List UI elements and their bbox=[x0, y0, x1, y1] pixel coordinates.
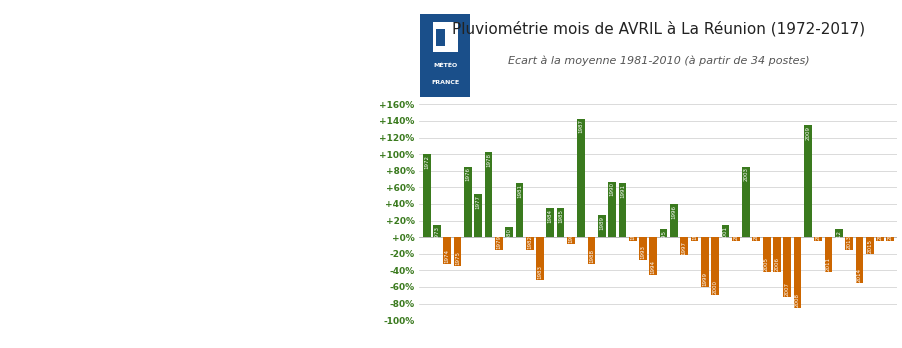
Bar bbox=[752, 237, 760, 241]
Bar bbox=[680, 237, 688, 255]
Bar bbox=[887, 237, 894, 241]
Bar bbox=[629, 237, 637, 241]
Bar bbox=[454, 237, 462, 266]
Text: 1974: 1974 bbox=[445, 249, 450, 263]
Text: 2001: 2001 bbox=[723, 226, 728, 239]
Text: Ecart à la moyenne 1981-2010 (à partir de 34 postes): Ecart à la moyenne 1981-2010 (à partir d… bbox=[508, 56, 809, 66]
Text: 1997: 1997 bbox=[682, 240, 686, 255]
Text: MÉTÉO: MÉTÉO bbox=[433, 63, 457, 68]
Bar bbox=[464, 167, 472, 237]
Text: 1984: 1984 bbox=[548, 209, 553, 223]
Bar bbox=[557, 208, 565, 237]
Text: 2005: 2005 bbox=[764, 257, 769, 271]
Text: 1987: 1987 bbox=[579, 119, 584, 133]
Text: 2006: 2006 bbox=[775, 257, 779, 271]
Bar bbox=[835, 229, 842, 237]
Text: 1979: 1979 bbox=[496, 235, 502, 249]
Bar bbox=[608, 182, 616, 237]
Bar bbox=[505, 227, 513, 237]
Bar bbox=[619, 183, 626, 237]
Text: 1976: 1976 bbox=[465, 167, 470, 181]
Text: FRANCE: FRANCE bbox=[431, 80, 459, 85]
Text: 2003: 2003 bbox=[743, 167, 749, 181]
Text: 1993: 1993 bbox=[640, 245, 646, 259]
Bar bbox=[876, 237, 884, 241]
Bar bbox=[742, 167, 750, 237]
Bar bbox=[516, 183, 523, 237]
Text: 2010: 2010 bbox=[815, 227, 821, 240]
Text: 1998: 1998 bbox=[692, 227, 697, 240]
Text: 2012: 2012 bbox=[836, 230, 842, 244]
Text: 2013: 2013 bbox=[847, 235, 851, 249]
Bar bbox=[484, 152, 492, 237]
Text: 1999: 1999 bbox=[703, 272, 707, 286]
Bar bbox=[587, 237, 595, 264]
Text: 2014: 2014 bbox=[857, 268, 862, 282]
Text: 1991: 1991 bbox=[620, 184, 625, 198]
Text: 2004: 2004 bbox=[754, 227, 759, 240]
Text: 1981: 1981 bbox=[517, 184, 522, 198]
Text: 1986: 1986 bbox=[568, 229, 574, 243]
Bar bbox=[712, 237, 719, 295]
Bar bbox=[567, 237, 575, 244]
Bar bbox=[433, 225, 441, 237]
Text: 2015: 2015 bbox=[867, 239, 872, 253]
Text: 1992: 1992 bbox=[630, 227, 635, 240]
Text: 1983: 1983 bbox=[538, 266, 542, 279]
Text: 1995: 1995 bbox=[661, 230, 666, 244]
Text: 1988: 1988 bbox=[589, 249, 594, 263]
Bar bbox=[783, 237, 791, 297]
Bar bbox=[845, 237, 853, 250]
Bar bbox=[433, 22, 457, 52]
Text: 2007: 2007 bbox=[785, 282, 790, 296]
Bar bbox=[701, 237, 709, 287]
Bar bbox=[437, 29, 446, 46]
Bar bbox=[804, 125, 812, 237]
Bar bbox=[824, 237, 833, 272]
Bar bbox=[732, 237, 740, 241]
Bar bbox=[577, 119, 585, 237]
Bar bbox=[659, 229, 667, 237]
Bar bbox=[547, 208, 554, 237]
Text: 1996: 1996 bbox=[671, 205, 676, 219]
Bar bbox=[670, 204, 677, 237]
Bar bbox=[773, 237, 781, 272]
Bar bbox=[649, 237, 658, 275]
Text: 1989: 1989 bbox=[599, 216, 604, 230]
Bar bbox=[474, 194, 482, 237]
Bar bbox=[866, 237, 873, 254]
Text: 1980: 1980 bbox=[507, 228, 511, 242]
Text: 2011: 2011 bbox=[826, 257, 831, 271]
Text: 1978: 1978 bbox=[486, 152, 491, 167]
Bar bbox=[536, 237, 544, 280]
Bar bbox=[794, 237, 801, 308]
Bar bbox=[691, 237, 698, 241]
Bar bbox=[722, 225, 730, 237]
Text: 2016: 2016 bbox=[878, 227, 882, 240]
Text: 2009: 2009 bbox=[805, 126, 810, 140]
Text: 2017: 2017 bbox=[888, 227, 893, 240]
Bar bbox=[855, 237, 863, 283]
Text: 1977: 1977 bbox=[475, 195, 481, 209]
Text: 1982: 1982 bbox=[527, 235, 532, 249]
Text: Pluviométrie mois de AVRIL à La Réunion (1972-2017): Pluviométrie mois de AVRIL à La Réunion … bbox=[452, 21, 865, 37]
Text: 1990: 1990 bbox=[610, 182, 614, 196]
Text: 2008: 2008 bbox=[795, 293, 800, 307]
Bar bbox=[423, 154, 430, 237]
Text: 1985: 1985 bbox=[558, 209, 563, 223]
Bar bbox=[495, 237, 502, 250]
Bar bbox=[526, 237, 534, 250]
Text: 1994: 1994 bbox=[651, 260, 656, 274]
Text: 1973: 1973 bbox=[435, 226, 439, 239]
Text: 2002: 2002 bbox=[733, 227, 738, 240]
Bar bbox=[640, 237, 647, 260]
Bar bbox=[763, 237, 770, 272]
Text: 1972: 1972 bbox=[424, 155, 429, 169]
Bar bbox=[444, 237, 451, 264]
Bar bbox=[815, 237, 822, 241]
Bar bbox=[598, 215, 605, 237]
Text: 1975: 1975 bbox=[455, 251, 460, 266]
Text: 2000: 2000 bbox=[713, 280, 718, 294]
